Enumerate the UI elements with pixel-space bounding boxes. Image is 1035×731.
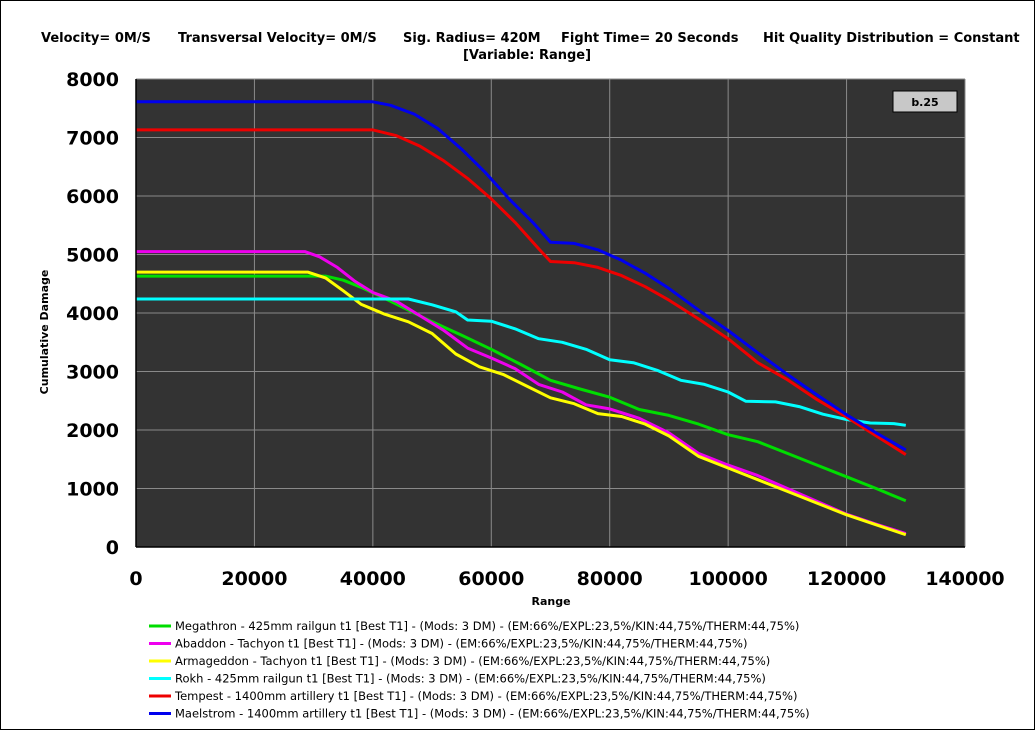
x-tick-label: 60000 [458, 568, 524, 590]
series-line-4 [136, 297, 907, 427]
y-tick-label: 3000 [66, 362, 119, 384]
y-tick-label: 6000 [66, 186, 119, 208]
y-tick-label: 0 [106, 537, 119, 559]
y-tick-label: 8000 [66, 69, 119, 91]
y-tick-label: 2000 [66, 420, 119, 442]
y-tick-label: 4000 [66, 303, 119, 325]
title-fight-time: Fight Time= 20 Seconds [561, 31, 739, 46]
legend-label: Megathron - 425mm railgun t1 [Best T1] -… [175, 619, 799, 633]
x-tick-label: 20000 [221, 568, 287, 590]
series-line-2 [136, 250, 907, 535]
legend-label: Rokh - 425mm railgun t1 [Best T1] - (Mod… [175, 672, 766, 686]
x-tick-label: 80000 [577, 568, 643, 590]
x-tick-label: 120000 [807, 568, 886, 590]
title-transversal-velocity: Transversal Velocity= 0M/S [178, 31, 377, 46]
title-velocity: Velocity= 0M/S [41, 31, 151, 46]
x-tick-label: 0 [129, 568, 142, 590]
legend-label: Abaddon - Tachyon t1 [Best T1] - (Mods: … [175, 637, 747, 651]
y-tick-label: 5000 [66, 245, 119, 267]
legend-label: Maelstrom - 1400mm artillery t1 [Best T1… [175, 707, 810, 721]
x-tick-label: 40000 [340, 568, 406, 590]
series-line-3 [136, 270, 907, 537]
title-variable: [Variable: Range] [463, 48, 591, 63]
series-line-5 [136, 128, 907, 456]
y-axis-label: Cumulative Damage [38, 270, 51, 395]
y-tick-label: 1000 [66, 479, 119, 501]
version-badge [892, 90, 958, 113]
version-badge-label: b.25 [911, 96, 938, 109]
x-axis-label: Range [531, 595, 570, 608]
x-tick-label: 100000 [688, 568, 767, 590]
title-sig-radius: Sig. Radius= 420M [403, 31, 541, 46]
series-line-6 [136, 100, 907, 452]
x-tick-label: 140000 [925, 568, 1004, 590]
legend: Megathron - 425mm railgun t1 [Best T1] -… [149, 619, 810, 721]
y-tick-labels: 0 1000 2000 3000 4000 5000 6000 7000 8000 [66, 69, 119, 559]
title-hit-quality: Hit Quality Distribution = Constant [763, 31, 1020, 46]
legend-label: Tempest - 1400mm artillery t1 [Best T1] … [174, 689, 797, 703]
grid-lines [136, 78, 966, 547]
x-tick-labels: 0 20000 40000 60000 80000 100000 120000 140000 [129, 568, 1004, 590]
series-lines [136, 100, 907, 537]
y-tick-label: 7000 [66, 128, 119, 150]
legend-label: Armageddon - Tachyon t1 [Best T1] - (Mod… [175, 654, 770, 668]
